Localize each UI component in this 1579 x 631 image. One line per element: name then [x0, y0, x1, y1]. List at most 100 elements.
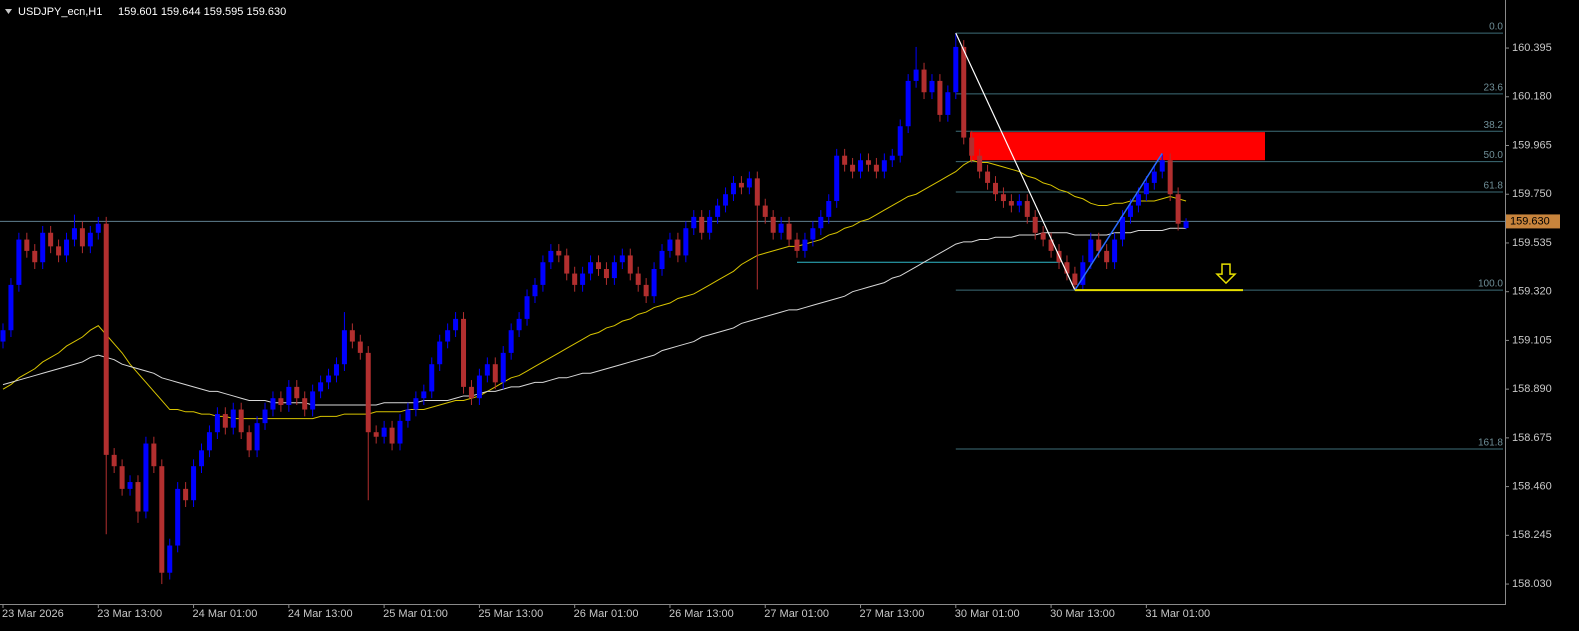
candle-body [214, 414, 220, 433]
candle-body [738, 182, 744, 188]
candle-body [349, 330, 355, 342]
candle-body [468, 386, 474, 399]
candle-body [1040, 232, 1046, 240]
candle-body [445, 330, 451, 342]
x-tick-label: 26 Mar 01:00 [574, 608, 639, 620]
trend-line [955, 32, 1076, 291]
candle-body [397, 420, 403, 444]
candle-body [199, 450, 204, 467]
candle-body [977, 155, 983, 172]
candle-body [310, 391, 316, 410]
candle-body [270, 398, 276, 410]
candle-body [381, 427, 387, 437]
candle-body [730, 182, 736, 195]
candle-body [64, 239, 70, 256]
candle-body [889, 155, 895, 161]
candle-body [16, 239, 22, 285]
y-tick-label: 159.535 [1512, 237, 1552, 249]
x-tick-label: 23 Mar 2026 [2, 608, 64, 620]
candle-body [842, 155, 848, 165]
candle-body [810, 228, 816, 240]
candle-body [429, 364, 435, 392]
candle-body [0, 330, 6, 342]
candle-body [651, 269, 657, 297]
fib-label: 0.0 [1489, 22, 1503, 33]
fib-label: 23.6 [1484, 82, 1504, 93]
candle-body [405, 409, 411, 421]
candle-body [611, 262, 617, 279]
candle-body [278, 398, 284, 406]
candle-body [357, 341, 363, 353]
candle-body [1104, 250, 1110, 263]
candle-body [286, 386, 292, 406]
layer-fib: 0.0 23.6 38.2 50.0 61.8 100.0 161.8 [797, 22, 1504, 450]
candle-body [985, 171, 991, 183]
candle-body [572, 273, 578, 285]
candle-body [222, 414, 228, 428]
candle-body [929, 80, 935, 93]
candle-body [341, 330, 347, 365]
candle-body [1032, 216, 1038, 233]
candle-body [588, 262, 594, 274]
candle-body [24, 239, 30, 251]
x-tick-label: 24 Mar 01:00 [193, 608, 258, 620]
candle-body [937, 80, 943, 115]
current-price-label: 159.630 [1510, 215, 1550, 227]
candle-body [881, 160, 887, 172]
candle-body [1135, 194, 1141, 206]
fib-label: 38.2 [1484, 120, 1504, 131]
candle-body [143, 443, 149, 512]
chart-title: USDJPY_ecn,H1 [18, 6, 102, 18]
down-arrow [1215, 263, 1237, 285]
fib-label: 61.8 [1484, 181, 1504, 192]
candle-body [421, 391, 427, 399]
candle-body [1000, 194, 1006, 202]
layer-top: 160.395 160.180 159.965 159.750 159.535 159.3… [2, 32, 1560, 620]
candle-body [635, 273, 641, 285]
candle-body [262, 409, 268, 424]
candle-body [95, 223, 101, 233]
candle-body [858, 160, 864, 172]
candle-body [1008, 201, 1014, 206]
candle-body [921, 69, 927, 93]
fib-label: 100.0 [1478, 279, 1503, 290]
candle-body [492, 364, 498, 383]
y-tick-label: 158.890 [1512, 383, 1552, 395]
candle-body [230, 409, 236, 428]
x-tick-label: 30 Mar 01:00 [955, 608, 1020, 620]
candle-body [786, 223, 792, 240]
candle-body [389, 427, 395, 444]
x-tick-label: 23 Mar 13:00 [97, 608, 162, 620]
candle-body [865, 160, 871, 165]
candle-body [254, 423, 260, 451]
candle-body [437, 341, 443, 365]
candle-body [516, 318, 522, 331]
candle-body [191, 466, 197, 501]
candle-body [1072, 273, 1078, 285]
candle-body [103, 223, 109, 455]
candle-body [135, 482, 141, 512]
candle-body [691, 216, 697, 229]
candle-body [524, 296, 530, 319]
candle-body [151, 443, 157, 467]
candle-body [746, 178, 752, 188]
candle-body [1112, 239, 1118, 263]
candle-body [365, 352, 371, 433]
candle-body [8, 284, 14, 331]
candle-body [294, 386, 300, 399]
x-tick-label: 31 Mar 01:00 [1145, 608, 1210, 620]
candle-body [596, 262, 601, 270]
layer-ind [2, 159, 1187, 420]
candle-body [945, 92, 951, 115]
y-tick-label: 158.460 [1512, 481, 1552, 493]
candle-body [476, 375, 482, 399]
candle-body [246, 432, 252, 451]
candle-body [413, 398, 419, 410]
header-values: 159.601 159.644 159.595 159.630 [118, 6, 286, 18]
candle-body [56, 246, 62, 256]
candle-body [238, 409, 244, 433]
candle-body [1127, 205, 1133, 217]
candle-body [461, 318, 467, 387]
x-tick-label: 24 Mar 13:00 [288, 608, 353, 620]
